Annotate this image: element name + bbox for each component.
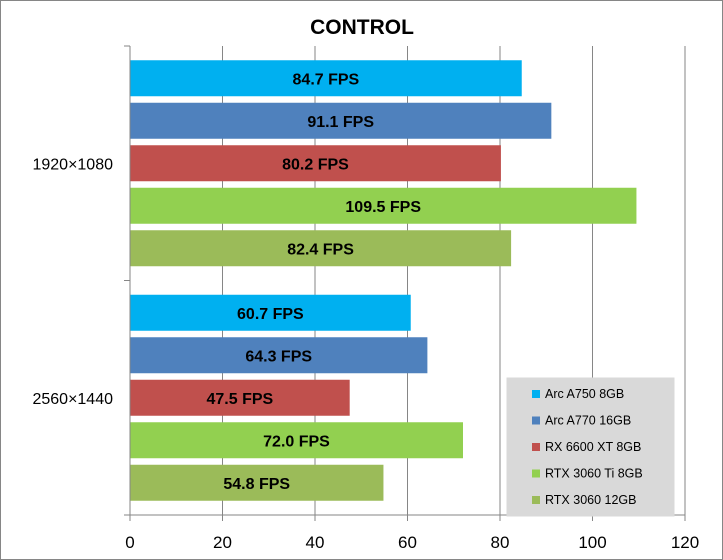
legend-swatch: [532, 416, 540, 425]
legend-swatch: [532, 496, 540, 504]
x-tick-label: 60: [398, 533, 417, 552]
bar-value-label: 82.4 FPS: [287, 241, 354, 258]
x-tick-label: 40: [306, 533, 325, 552]
bar-value-label: 84.7 FPS: [293, 71, 360, 88]
bar-value-label: 80.2 FPS: [282, 156, 349, 173]
bar-value-label: 54.8 FPS: [223, 476, 290, 493]
x-tick-label: 20: [213, 533, 232, 552]
bars-group: 84.7 FPS 91.1 FPS 80.2 FPS 109.5 FPS 82.4 FP…: [130, 60, 637, 501]
x-tick-label: 100: [578, 533, 606, 552]
bar-1-5: [130, 230, 512, 267]
category-label: 2560×1440: [32, 391, 113, 408]
bar-value-label: 47.5 FPS: [206, 391, 273, 408]
x-tick-label: 120: [671, 533, 699, 552]
bar-2-1: [130, 294, 411, 331]
bar-2-3: [130, 379, 350, 416]
bar-1-4: [130, 187, 637, 224]
legend-entry-label: RX 6600 XT 8GB: [545, 440, 641, 454]
bar-1-1: [130, 60, 522, 97]
legend-entry-label: Arc A770 16GB: [545, 414, 631, 428]
bar-2-2: [130, 337, 428, 374]
legend-entry-label: RTX 3060 Ti 8GB: [545, 467, 643, 481]
legend-entry-label: RTX 3060 12GB: [545, 493, 637, 507]
x-tick-label: 0: [125, 533, 134, 552]
bar-value-label: 64.3 FPS: [245, 348, 312, 365]
bar-2-5: [130, 464, 384, 501]
bar-value-label: 91.1 FPS: [307, 114, 374, 131]
legend-swatch: [532, 443, 540, 451]
bar-value-label: 109.5 FPS: [345, 199, 421, 216]
bar-value-label: 72.0 FPS: [263, 433, 330, 450]
legend-swatch: [532, 469, 540, 478]
category-label: 1920×1080: [32, 156, 113, 173]
bar-2-4: [130, 422, 463, 459]
bar-value-label: 60.7 FPS: [237, 306, 304, 323]
bar-1-3: [130, 145, 501, 182]
legend-entry-label: Arc A750 8GB: [545, 387, 624, 401]
chart-title: CONTROL: [310, 16, 414, 39]
legend-swatch: [532, 390, 540, 398]
legend: Arc A750 8GB Arc A770 16GB RX 6600 XT 8GB R…: [506, 377, 675, 517]
bar-1-2: [130, 102, 552, 139]
x-tick-label: 80: [491, 533, 510, 552]
axes-group: 1920×1080 2560×1440 0 20 40 60 80 100 120: [32, 45, 699, 552]
